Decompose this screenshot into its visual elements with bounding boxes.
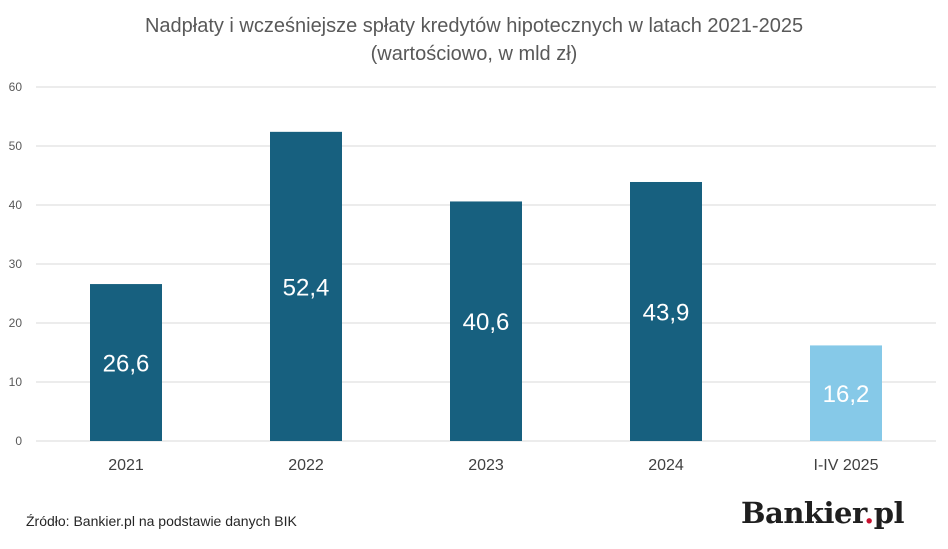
x-tick-label: 2024 — [648, 457, 684, 474]
bar-2023 — [450, 201, 522, 441]
y-tick-label: 40 — [9, 198, 23, 212]
chart-subtitle: (wartościowo, w mld zł) — [370, 43, 578, 65]
data-label: 43,9 — [643, 299, 690, 326]
logo-dot: . — [864, 496, 874, 530]
bankier-logo: Bankier.pl — [741, 496, 904, 530]
data-labels: 26,6 52,4 40,6 43,9 16,2 — [103, 274, 870, 408]
logo-suffix: pl — [873, 496, 905, 530]
logo-text: Bankier — [741, 496, 865, 530]
y-tick-label: 30 — [9, 257, 23, 271]
x-tick-label: 2022 — [288, 457, 324, 474]
data-label: 52,4 — [283, 274, 330, 301]
chart-title-line: Nadpłaty i wcześniejsze spłaty kredytów … — [144, 15, 804, 37]
y-tick-label: 10 — [9, 375, 23, 389]
x-tick-label: I-IV 2025 — [814, 457, 879, 474]
x-axis-labels: 2021 2022 2023 2024 I-IV 2025 — [108, 457, 878, 474]
data-label: 16,2 — [823, 381, 870, 408]
bar-2022 — [270, 131, 342, 441]
chart-title: Nadpłaty i wcześniejsze spłaty kredytów … — [0, 12, 948, 68]
bar-i-iv-2025 — [810, 345, 882, 441]
data-label: 26,6 — [103, 351, 150, 378]
y-tick-label: 50 — [9, 139, 23, 153]
y-axis-ticks: 0 10 20 30 40 50 60 — [9, 80, 23, 448]
data-label: 40,6 — [463, 309, 510, 336]
bar-2021 — [90, 284, 162, 441]
source-note: Źródło: Bankier.pl na podstawie danych B… — [26, 513, 297, 529]
y-tick-label: 60 — [9, 80, 23, 94]
bars — [90, 131, 882, 442]
x-tick-label: 2023 — [468, 457, 504, 474]
x-tick-label: 2021 — [108, 457, 144, 474]
bar-2024 — [630, 181, 702, 442]
y-tick-label: 20 — [9, 316, 23, 330]
gridlines — [36, 86, 936, 442]
y-tick-label: 0 — [15, 434, 22, 448]
